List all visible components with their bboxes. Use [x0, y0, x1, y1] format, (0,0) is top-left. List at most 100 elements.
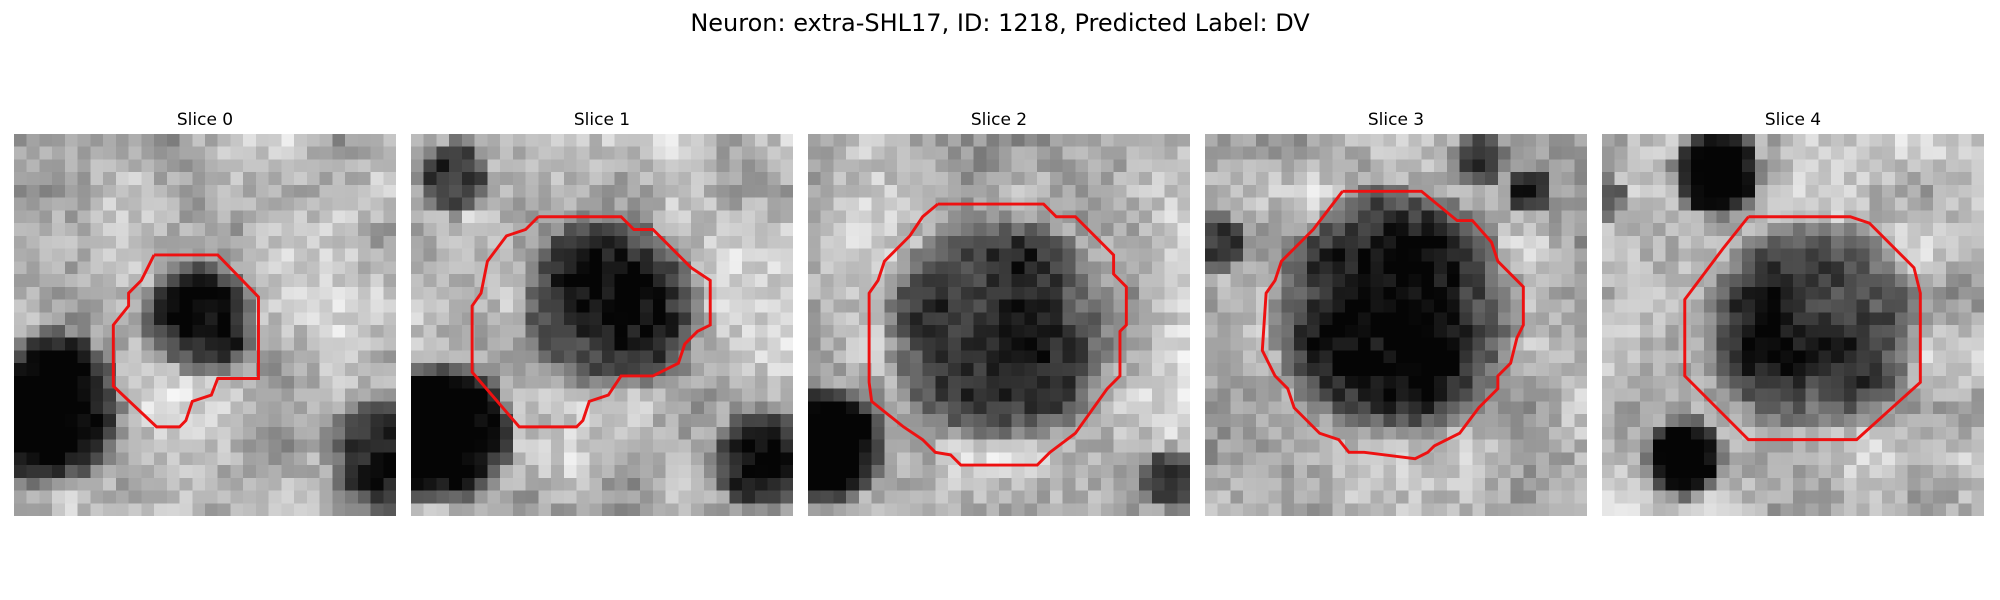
pixel [1294, 363, 1308, 377]
pixel [1805, 197, 1819, 211]
pixel [1561, 477, 1575, 491]
pixel [14, 210, 27, 224]
pixel [986, 426, 1000, 440]
pixel [780, 388, 793, 402]
pixel [948, 414, 962, 428]
pixel [1472, 375, 1486, 389]
pixel [716, 146, 730, 160]
pixel [52, 146, 66, 160]
pixel [1217, 210, 1231, 224]
pixel [1113, 172, 1127, 186]
pixel [1933, 337, 1947, 351]
pixel [1574, 337, 1587, 351]
pixel [1945, 465, 1959, 479]
pixel [319, 261, 333, 275]
pixel [808, 274, 821, 288]
pixel [230, 134, 244, 147]
pixel [26, 401, 40, 415]
pixel [1602, 261, 1615, 275]
pixel [449, 426, 463, 440]
pixel [1793, 503, 1806, 516]
pixel [1345, 452, 1359, 466]
pixel [461, 286, 475, 300]
pixel [411, 197, 424, 211]
pixel [1843, 274, 1857, 288]
pixel [627, 172, 641, 186]
pixel [1164, 223, 1178, 237]
pixel [820, 350, 834, 364]
pixel [614, 414, 628, 428]
pixel [808, 401, 821, 415]
pixel [1164, 401, 1178, 415]
pixel [973, 477, 987, 491]
pixel [627, 477, 641, 491]
pixel [1472, 184, 1486, 198]
pixel [703, 426, 717, 440]
pixel [192, 337, 206, 351]
pixel [909, 248, 923, 262]
pixel [1805, 274, 1819, 288]
pixel [77, 248, 91, 262]
pixel [1754, 134, 1768, 147]
pixel [833, 325, 847, 338]
pixel [652, 134, 666, 147]
pixel [1139, 414, 1153, 428]
pixel [14, 452, 27, 466]
pixel [1345, 490, 1359, 504]
pixel [948, 134, 962, 147]
pixel [1024, 299, 1038, 313]
pixel [423, 477, 437, 491]
pixel [999, 490, 1012, 504]
pixel [1691, 426, 1705, 440]
pixel [1640, 503, 1654, 516]
pixel [525, 503, 539, 516]
pixel [1230, 223, 1244, 237]
pixel [1243, 223, 1257, 237]
pixel [1281, 465, 1295, 479]
pixel [767, 248, 781, 262]
pixel [487, 159, 501, 173]
pixel [1831, 477, 1845, 491]
pixel [897, 312, 911, 326]
pixel [1907, 286, 1921, 300]
pixel [1408, 490, 1422, 504]
pixel [436, 375, 450, 389]
pixel [243, 299, 257, 313]
pixel [319, 337, 333, 351]
pixel [1510, 388, 1524, 402]
pixel [1561, 337, 1575, 351]
pixel [1831, 223, 1845, 237]
pixel [1177, 325, 1190, 338]
pixel [449, 274, 463, 288]
pixel [1574, 172, 1587, 186]
pixel [1678, 210, 1692, 224]
pixel [319, 235, 333, 249]
pixel [858, 490, 872, 504]
pixel [884, 503, 898, 516]
pixel [1627, 184, 1641, 198]
pixel [306, 274, 320, 288]
pixel [1037, 248, 1051, 262]
pixel [128, 350, 142, 364]
pixel [1243, 350, 1257, 364]
pixel [1217, 503, 1231, 516]
pixel [1088, 210, 1102, 224]
pixel [128, 312, 142, 326]
pixel [90, 210, 104, 224]
pixel [1818, 426, 1832, 440]
pixel [1716, 172, 1730, 186]
pixel [1665, 261, 1679, 275]
pixel [1434, 299, 1448, 313]
pixel [217, 465, 231, 479]
pixel [1396, 465, 1409, 479]
pixel [1332, 210, 1346, 224]
pixel [370, 172, 384, 186]
pixel [1357, 414, 1371, 428]
pixel [729, 452, 743, 466]
pixel [1652, 337, 1666, 351]
pixel [563, 286, 577, 300]
pixel [909, 337, 923, 351]
pixel [1793, 375, 1806, 389]
pixel [383, 426, 396, 440]
pixel [1113, 465, 1127, 479]
